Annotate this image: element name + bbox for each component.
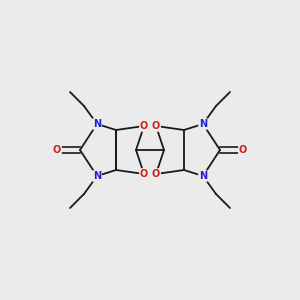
Text: N: N: [93, 119, 101, 129]
Text: O: O: [152, 121, 160, 131]
Text: N: N: [199, 119, 207, 129]
Text: N: N: [93, 171, 101, 181]
Text: O: O: [140, 121, 148, 131]
Text: O: O: [239, 145, 247, 155]
Text: O: O: [152, 169, 160, 179]
Text: O: O: [140, 169, 148, 179]
Text: O: O: [53, 145, 61, 155]
Text: N: N: [199, 171, 207, 181]
